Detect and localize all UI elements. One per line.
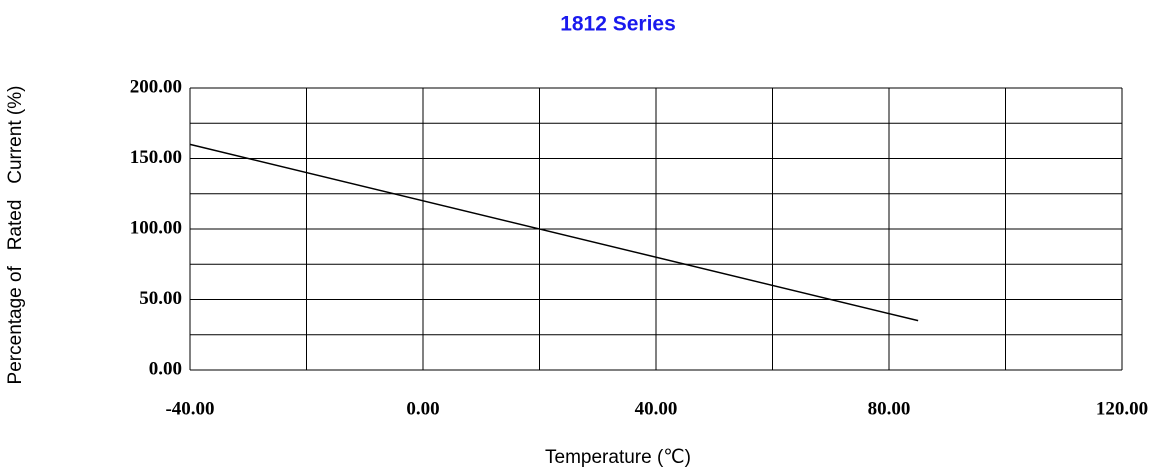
y-tick-label: 200.00 — [130, 76, 182, 97]
y-tick-label: 100.00 — [130, 217, 182, 238]
x-tick-label: -40.00 — [165, 398, 214, 419]
y-tick-label: 0.00 — [149, 358, 182, 379]
y-tick-label: 50.00 — [139, 288, 182, 309]
x-tick-label: 40.00 — [635, 398, 678, 419]
y-tick-label: 150.00 — [130, 147, 182, 168]
x-axis-label: Temperature (℃) — [545, 447, 691, 468]
x-tick-label: 80.00 — [868, 398, 911, 419]
y-axis-label: Percentage of Rated Current (%) — [5, 86, 26, 385]
chart-title: 1812 Series — [560, 13, 676, 36]
x-tick-label: 0.00 — [406, 398, 439, 419]
x-tick-label: 120.00 — [1096, 398, 1148, 419]
line — [189, 143, 919, 322]
